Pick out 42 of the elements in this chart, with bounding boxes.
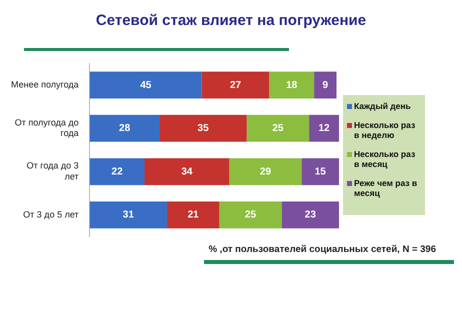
bar xyxy=(302,158,339,186)
bar xyxy=(219,202,282,228)
y-tick-label: От года до 3 лет xyxy=(26,160,79,182)
y-tick-label: От 3 до 5 лет xyxy=(23,209,79,220)
data-label: 15 xyxy=(314,166,326,178)
bar xyxy=(229,158,302,186)
bar xyxy=(282,202,339,228)
data-label: 45 xyxy=(140,80,152,91)
data-label: 22 xyxy=(112,166,124,178)
bar xyxy=(90,202,167,228)
data-label: 25 xyxy=(244,210,256,221)
bar xyxy=(269,72,314,98)
data-label: 31 xyxy=(122,210,134,221)
y-tick-label: Менее полугода xyxy=(10,80,79,90)
bar xyxy=(202,72,270,98)
bar xyxy=(144,158,230,186)
bar xyxy=(246,114,310,142)
bar xyxy=(314,72,337,98)
bar xyxy=(166,202,220,228)
data-label: 27 xyxy=(230,80,242,91)
data-label: 34 xyxy=(181,166,193,178)
legend-label: Реже чем раз в месяц xyxy=(354,178,418,198)
y-tick-label: От полугода до года xyxy=(14,117,79,138)
data-label: 9 xyxy=(322,80,329,91)
legend-label: Несколько раз в месяц xyxy=(354,149,416,169)
data-label: 35 xyxy=(198,123,210,134)
chart-title: Сетевой стаж влияет на погружение xyxy=(94,11,368,29)
bar xyxy=(159,114,247,142)
bar xyxy=(90,72,202,98)
data-label: 29 xyxy=(260,166,272,178)
data-label: 28 xyxy=(119,123,131,134)
legend-label: Несколько раз в неделю xyxy=(354,120,416,140)
data-label: 23 xyxy=(304,210,316,221)
text: % ,от пользователей социальных сетей, N = 396 xyxy=(208,244,436,255)
legend-label: Каждый день xyxy=(354,101,411,111)
data-label: 25 xyxy=(272,123,284,134)
bar xyxy=(309,114,339,142)
data-label: 21 xyxy=(188,210,200,221)
bar xyxy=(90,114,160,142)
bar xyxy=(90,158,145,186)
data-label: 12 xyxy=(318,123,330,134)
data-label: 18 xyxy=(286,80,298,91)
